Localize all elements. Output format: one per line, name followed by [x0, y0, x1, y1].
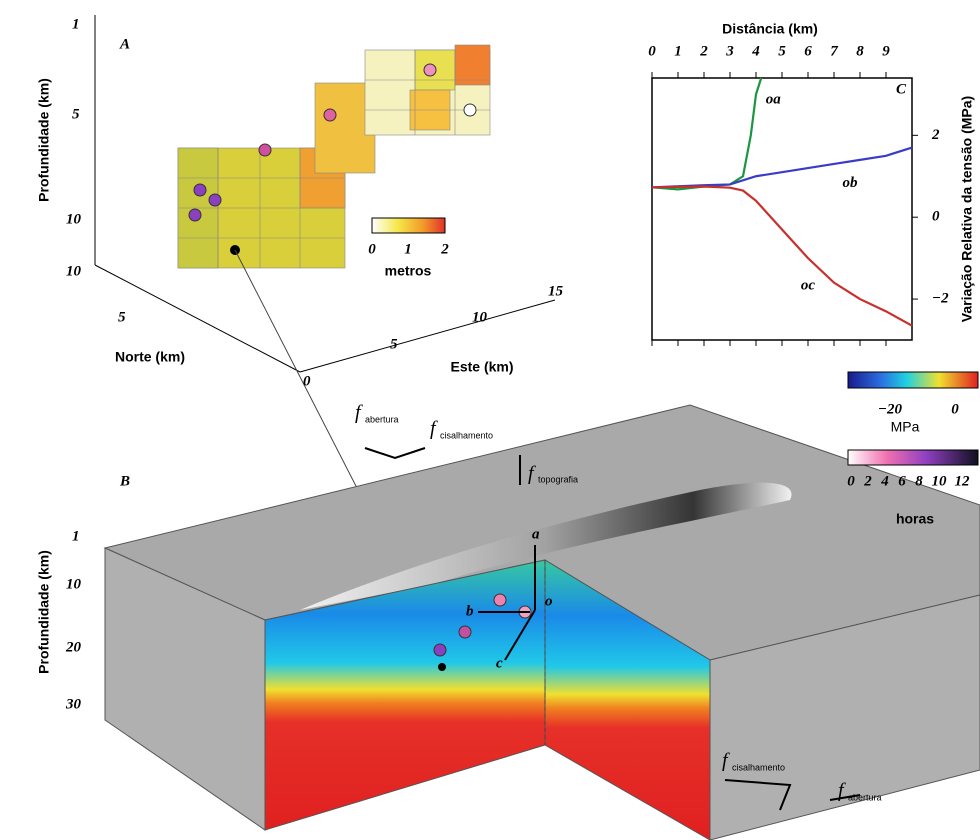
force: f — [355, 402, 363, 424]
colorbar-tick: 10 — [932, 473, 948, 489]
tick-label: 1 — [72, 16, 80, 32]
colorbar — [848, 450, 978, 465]
x-tick-label: 2 — [699, 43, 708, 59]
tick-label: 1 — [72, 528, 80, 544]
axis-label: Este (km) — [450, 359, 513, 375]
panel-label: B — [119, 473, 130, 489]
panel-label: C — [896, 81, 907, 97]
series-label: oc — [801, 278, 816, 294]
axis-label: Profundidade (km) — [36, 78, 52, 202]
colorbar-label: horas — [896, 511, 934, 527]
tick-label: 5 — [118, 309, 126, 325]
colorbar-tick: 2 — [863, 473, 872, 489]
colorbar-tick: 8 — [915, 473, 923, 489]
force-subscript: abertura — [848, 792, 882, 802]
slip-grid — [178, 45, 490, 268]
force-subscript: cisalhamento — [732, 762, 785, 772]
colorbar-tick: 0 — [951, 401, 959, 417]
x-tick-label: 3 — [725, 43, 734, 59]
force-subscript: topografia — [538, 474, 578, 484]
colorbar-tick: 4 — [880, 473, 889, 489]
panel-b: B Profundidade (km) 1 10 20 30 a b c o f… — [36, 402, 980, 840]
tick-label: 10 — [66, 576, 82, 592]
tick-label: 15 — [548, 283, 564, 299]
x-tick-label: 7 — [830, 43, 838, 59]
colorbar-tick: 12 — [955, 473, 971, 489]
colorbar-tick: 0 — [368, 241, 376, 257]
x-tick-label: 8 — [856, 43, 864, 59]
tick-label: 5 — [72, 106, 80, 122]
series-label: oa — [766, 91, 782, 107]
y-tick-label: 0 — [932, 209, 940, 225]
y-tick-label: −2 — [932, 291, 949, 307]
point-label: o — [545, 593, 553, 609]
tick-label: 10 — [66, 263, 82, 279]
colorbar-tick: −20 — [878, 401, 903, 417]
x-tick-label: 0 — [648, 43, 656, 59]
x-tick-label: 1 — [674, 43, 682, 59]
x-tick-label: 9 — [882, 43, 890, 59]
colorbar-tick: 1 — [404, 241, 412, 257]
tick-label: 5 — [390, 336, 398, 352]
tick-label: 20 — [65, 639, 82, 655]
figure: A Profundidade (km) 1 5 10 10 5 Norte (k… — [0, 0, 980, 840]
x-axis-label: Distância (km) — [722, 21, 818, 37]
colorbar-tick: 0 — [847, 473, 855, 489]
colorbar-label: metros — [385, 263, 432, 279]
point-label: b — [466, 603, 474, 619]
point-label: c — [496, 655, 503, 671]
colorbar — [372, 218, 445, 233]
axis-label: Norte (km) — [115, 349, 185, 365]
tick-label: 0 — [303, 373, 311, 389]
axis — [300, 300, 555, 372]
force: f — [430, 418, 438, 440]
force-subscript: abertura — [365, 414, 399, 424]
colorbar-label: MPa — [891, 419, 920, 435]
colorbar — [848, 372, 978, 388]
x-tick-label: 6 — [804, 43, 812, 59]
x-tick-label: 5 — [778, 43, 786, 59]
tick-label: 30 — [65, 696, 82, 712]
tick-label: 10 — [472, 309, 488, 325]
colorbar-tick: 2 — [440, 241, 449, 257]
plot-frame — [652, 78, 912, 340]
colorbar-tick: 6 — [898, 473, 906, 489]
force-subscript: cisalhamento — [440, 430, 493, 440]
tick-label: 10 — [66, 211, 82, 227]
point-label: a — [532, 526, 540, 542]
x-tick-label: 4 — [751, 43, 760, 59]
panel-label: A — [119, 36, 130, 52]
axis-label: Profundidade (km) — [36, 550, 52, 674]
y-tick-label: 2 — [931, 127, 940, 143]
y-axis-label: Variação Relativa da tensão (MPa) — [959, 96, 975, 322]
series-label: ob — [843, 175, 859, 191]
